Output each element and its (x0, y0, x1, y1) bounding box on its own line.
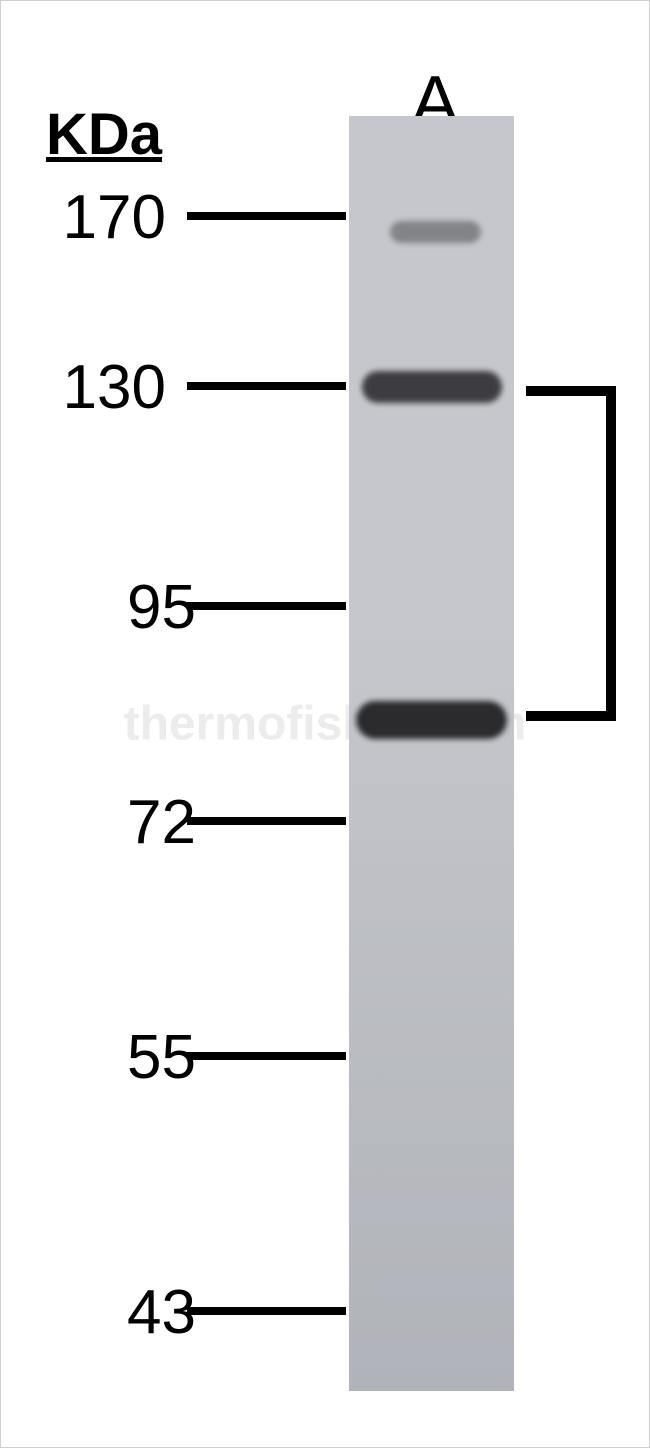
marker-tick-130 (187, 382, 346, 390)
kda-axis-label: KDa (46, 101, 162, 168)
marker-label-72: 72 (56, 787, 196, 858)
marker-tick-55 (187, 1052, 346, 1060)
blot-container: thermofisher.com KDa A 17013095725543 (0, 0, 650, 1448)
marker-label-130: 130 (26, 352, 166, 423)
marker-tick-43 (187, 1307, 346, 1315)
bracket-vertical (606, 386, 616, 721)
marker-tick-72 (187, 817, 346, 825)
marker-label-43: 43 (56, 1277, 196, 1348)
marker-label-170: 170 (26, 182, 166, 253)
band-2 (362, 371, 502, 403)
bracket-top (526, 386, 616, 396)
band-bracket (526, 386, 616, 721)
marker-label-95: 95 (56, 572, 196, 643)
band-1 (390, 221, 481, 243)
blot-lane-a (349, 116, 514, 1391)
marker-tick-95 (187, 602, 346, 610)
marker-tick-170 (187, 212, 346, 220)
band-3 (356, 701, 508, 739)
marker-label-55: 55 (56, 1022, 196, 1093)
bracket-bottom (526, 711, 616, 721)
